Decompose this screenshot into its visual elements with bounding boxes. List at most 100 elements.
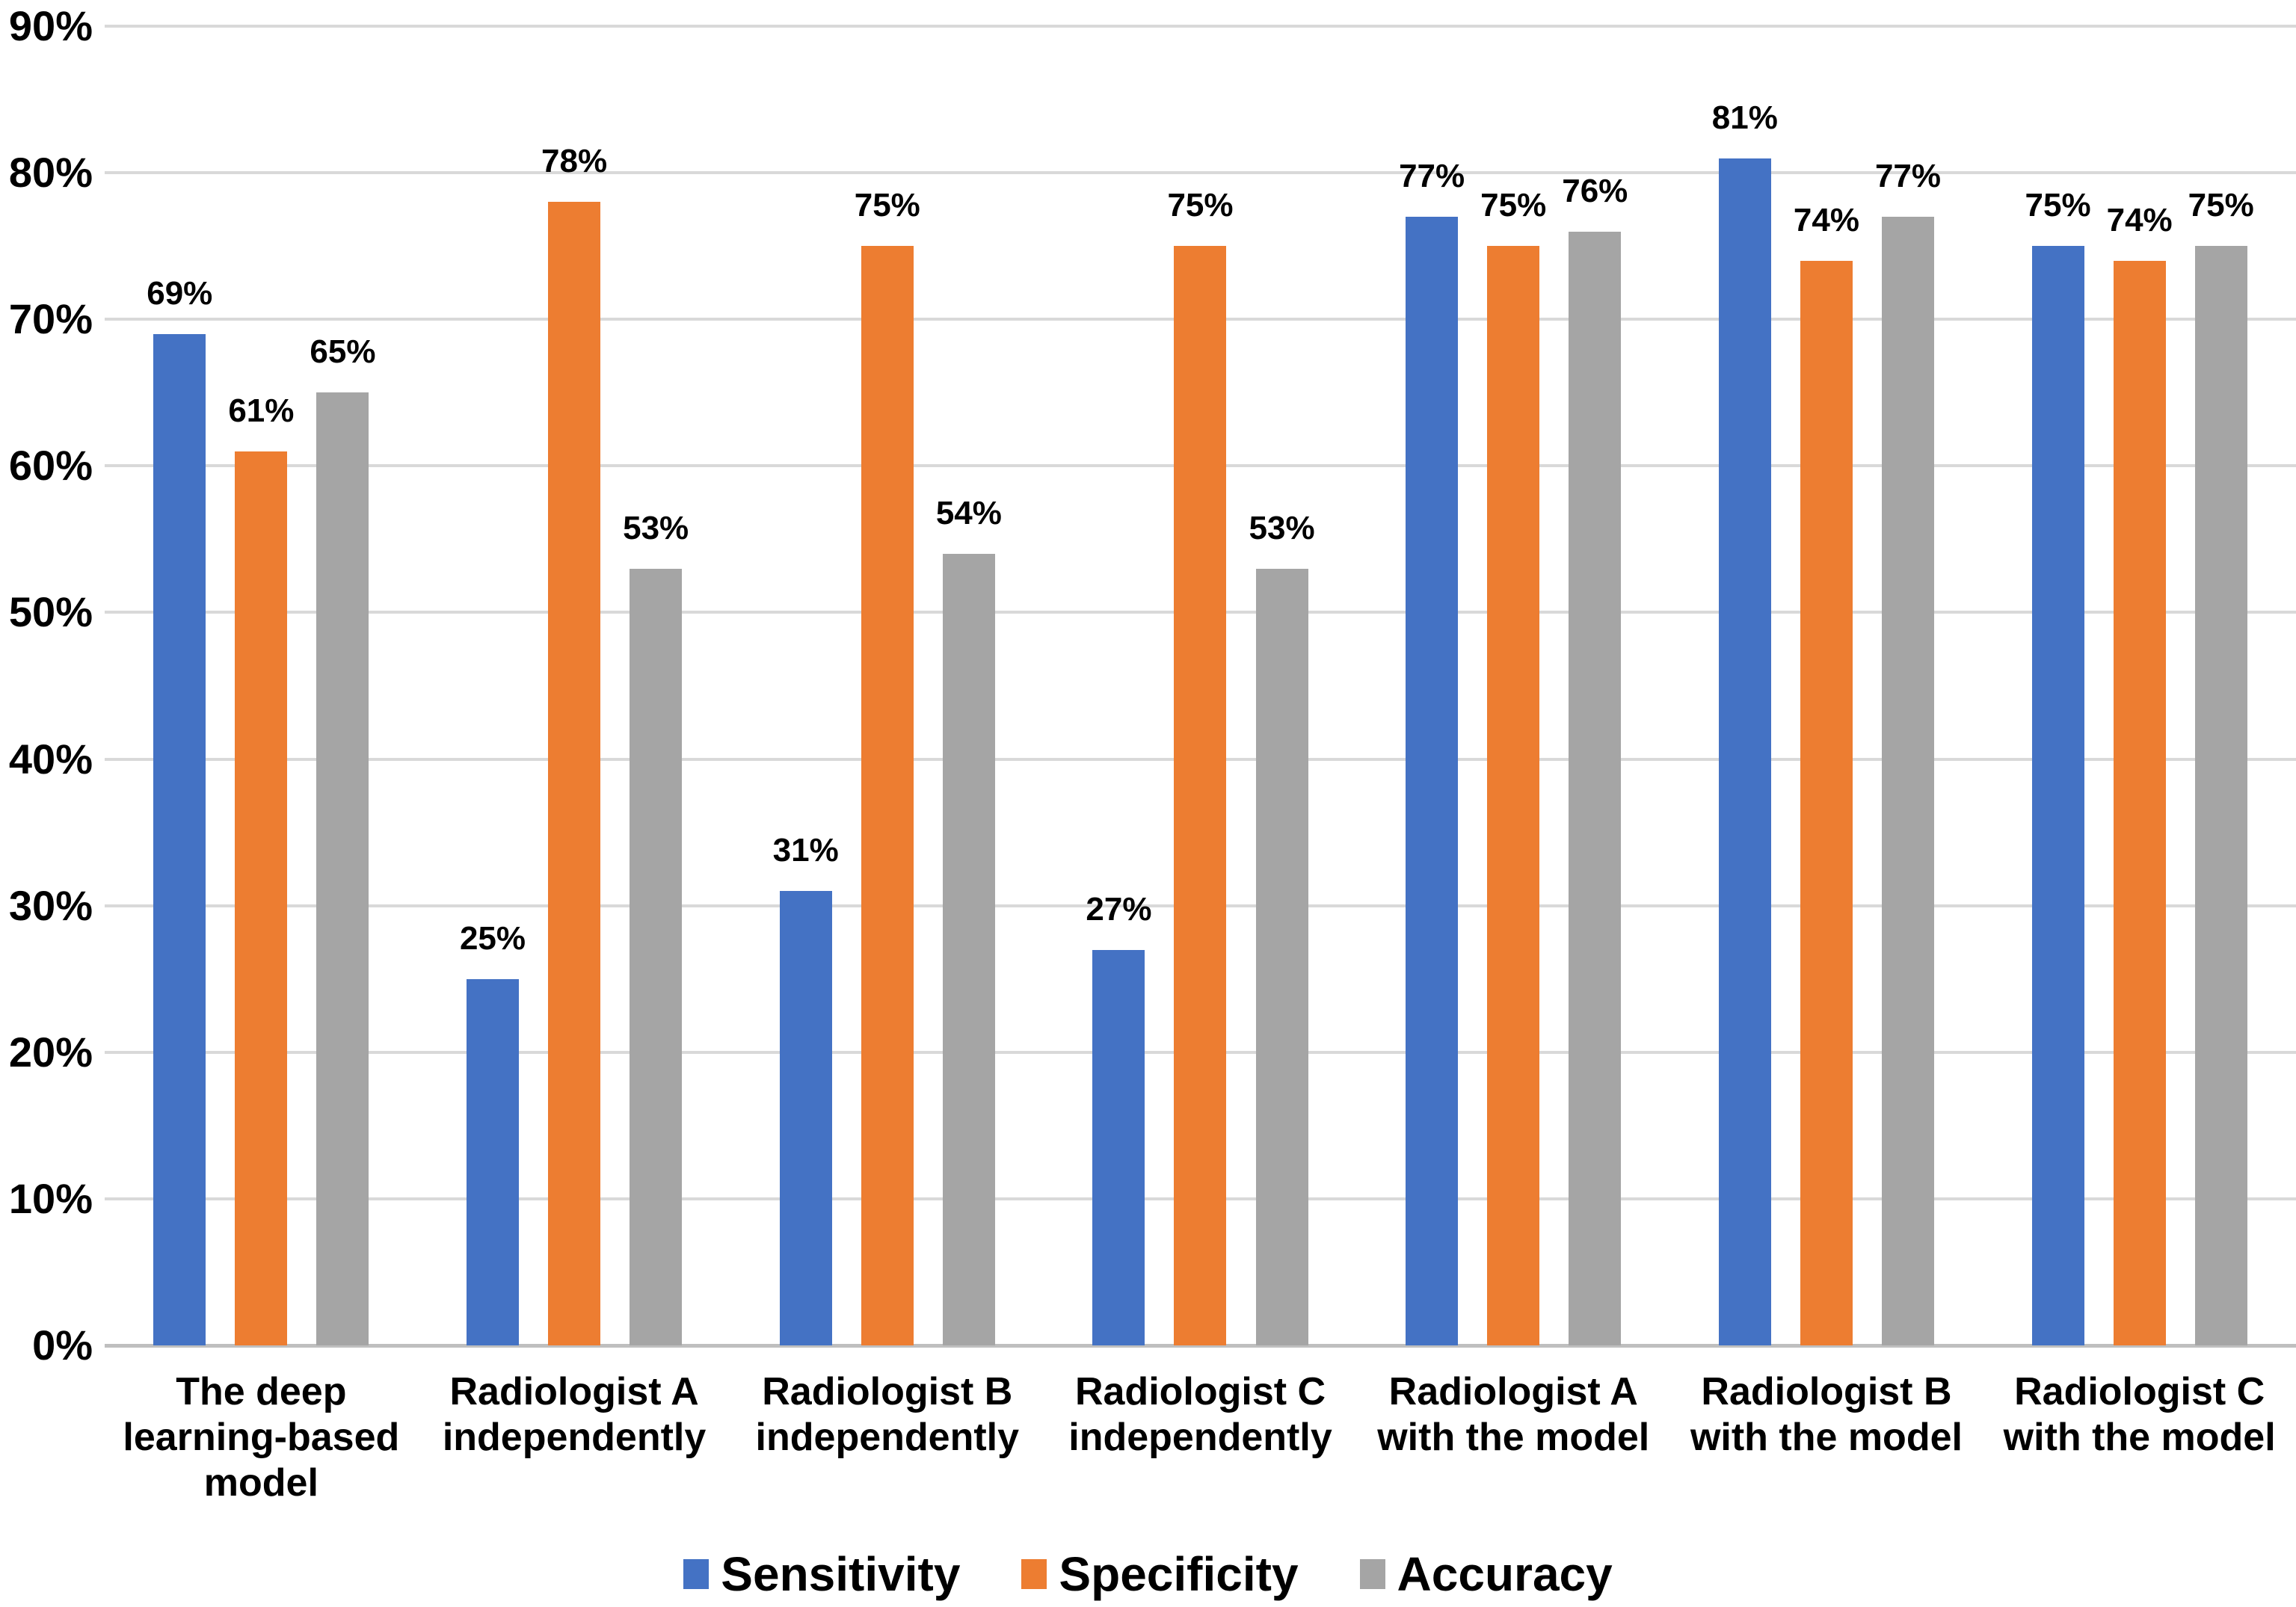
bar-slot: 75%: [1480, 189, 1546, 1345]
legend-label: Specificity: [1059, 1547, 1299, 1601]
bar-slot: 54%: [936, 497, 1002, 1345]
bar-sensitivity: [2031, 246, 2084, 1345]
gridline: [105, 25, 2296, 28]
bar-accuracy: [942, 554, 995, 1345]
x-category-label: The deep learning-based model: [123, 1370, 400, 1505]
legend-label: Accuracy: [1397, 1547, 1613, 1601]
bar-value-label: 77%: [1874, 157, 1942, 194]
gridline: [105, 171, 2296, 175]
bar-slot: 75%: [855, 189, 920, 1345]
bar-value-label: 75%: [854, 187, 920, 224]
x-category-label: Radiologist B with the model: [1690, 1370, 1963, 1459]
bar-value-label: 69%: [147, 274, 213, 312]
bar-slot: 61%: [228, 394, 294, 1345]
bar-value-label: 77%: [1399, 157, 1465, 194]
y-tick-label: 60%: [8, 442, 93, 490]
bar-value-label: 75%: [1167, 187, 1234, 224]
bar-sensitivity: [779, 891, 832, 1345]
legend-item: Accuracy: [1359, 1547, 1613, 1601]
bar-value-label: 53%: [623, 509, 689, 546]
bar-slot: 78%: [541, 145, 607, 1345]
bar-accuracy: [1569, 231, 1622, 1345]
x-category-label: Radiologist C independently: [1068, 1370, 1332, 1459]
bar-slot: 74%: [1793, 201, 1859, 1345]
bar-specificity: [548, 202, 601, 1345]
bar-value-label: 54%: [935, 495, 1002, 531]
bar-value-label: 76%: [1562, 172, 1628, 209]
bar-sensitivity: [1092, 949, 1145, 1345]
legend-swatch-specificity: [1021, 1559, 1047, 1589]
bar-sensitivity: [1718, 158, 1771, 1345]
y-tick-label: 70%: [8, 295, 93, 343]
bar-value-label: 31%: [772, 832, 839, 869]
bar-value-label: 65%: [310, 333, 376, 371]
legend: Sensitivity Specificity Accuracy: [0, 1541, 2296, 1607]
legend-label: Sensitivity: [721, 1547, 961, 1601]
bar-value-label: 75%: [2025, 187, 2091, 224]
y-tick-label: 10%: [8, 1174, 93, 1222]
bar-value-label: 78%: [541, 143, 608, 180]
legend-swatch-accuracy: [1359, 1559, 1385, 1589]
bar-value-label: 75%: [1480, 187, 1547, 224]
bar-group: 25% 78% 53%: [418, 26, 731, 1345]
bar-value-label: 27%: [1086, 890, 1152, 928]
bar-sensitivity: [466, 978, 519, 1345]
y-tick-label: 50%: [8, 588, 93, 636]
bar-value-label: 75%: [2188, 187, 2254, 224]
bar-sensitivity: [1406, 216, 1459, 1345]
bar-group: 81% 74% 77%: [1670, 26, 1983, 1345]
bar-slot: 31%: [773, 834, 839, 1345]
bar-slot: 25%: [460, 922, 526, 1345]
bar-slot: 81%: [1711, 99, 1778, 1345]
bar-slot: 74%: [2106, 201, 2173, 1345]
x-category-label: Radiologist B independently: [755, 1370, 1020, 1459]
x-category-label: Radiologist C with the model: [2003, 1370, 2276, 1459]
bar-group: 75% 74% 75%: [1983, 26, 2296, 1345]
bar-slot: 53%: [623, 509, 689, 1345]
x-axis: The deep learning-based model Radiologist…: [105, 1369, 2296, 1506]
bar-group: 69% 61% 65%: [105, 26, 418, 1345]
legend-swatch-sensitivity: [683, 1559, 710, 1589]
bar-slot: 75%: [2025, 189, 2091, 1345]
bar-specificity: [861, 246, 914, 1345]
bar-specificity: [1487, 246, 1540, 1345]
bar-slot: 77%: [1399, 157, 1465, 1345]
bar-value-label: 53%: [1249, 509, 1315, 546]
bar-value-label: 74%: [1793, 201, 1859, 238]
x-category-label: Radiologist A with the model: [1377, 1370, 1650, 1459]
bar-specificity: [235, 451, 288, 1345]
y-tick-label: 0%: [32, 1321, 93, 1369]
y-tick-label: 80%: [8, 149, 93, 197]
bar-slot: 75%: [2188, 189, 2254, 1345]
bar-slot: 27%: [1086, 890, 1152, 1345]
y-tick-label: 90%: [8, 2, 93, 49]
bar-accuracy: [1881, 216, 1934, 1345]
legend-item: Sensitivity: [683, 1550, 960, 1598]
bar-value-label: 25%: [459, 919, 526, 957]
bar-accuracy: [2194, 246, 2247, 1345]
bar-specificity: [1800, 260, 1853, 1345]
bar-specificity: [2113, 260, 2166, 1345]
legend-item: Specificity: [1021, 1547, 1299, 1601]
bar-slot: 69%: [147, 277, 212, 1345]
bar-value-label: 74%: [2106, 201, 2173, 238]
bar-group: 27% 75% 53%: [1044, 26, 1357, 1345]
y-tick-label: 20%: [8, 1028, 93, 1076]
bar-value-label: 81%: [1711, 99, 1778, 136]
bar-slot: 75%: [1167, 187, 1234, 1345]
bar-specificity: [1174, 246, 1227, 1345]
bar-slot: 77%: [1874, 157, 1942, 1345]
bar-accuracy: [1255, 568, 1308, 1345]
bar-slot: 53%: [1249, 509, 1315, 1345]
x-axis-line: [105, 1344, 2296, 1348]
bar-slot: 65%: [310, 336, 375, 1345]
bar-accuracy: [316, 392, 369, 1345]
y-tick-label: 30%: [8, 881, 93, 929]
bar-slot: 76%: [1562, 172, 1628, 1345]
bar-group: 31% 75% 54%: [730, 26, 1044, 1345]
bar-sensitivity: [153, 333, 206, 1345]
bar-accuracy: [630, 568, 683, 1345]
bar-group: 77% 75% 76%: [1357, 26, 1670, 1345]
y-tick-label: 40%: [8, 735, 93, 783]
